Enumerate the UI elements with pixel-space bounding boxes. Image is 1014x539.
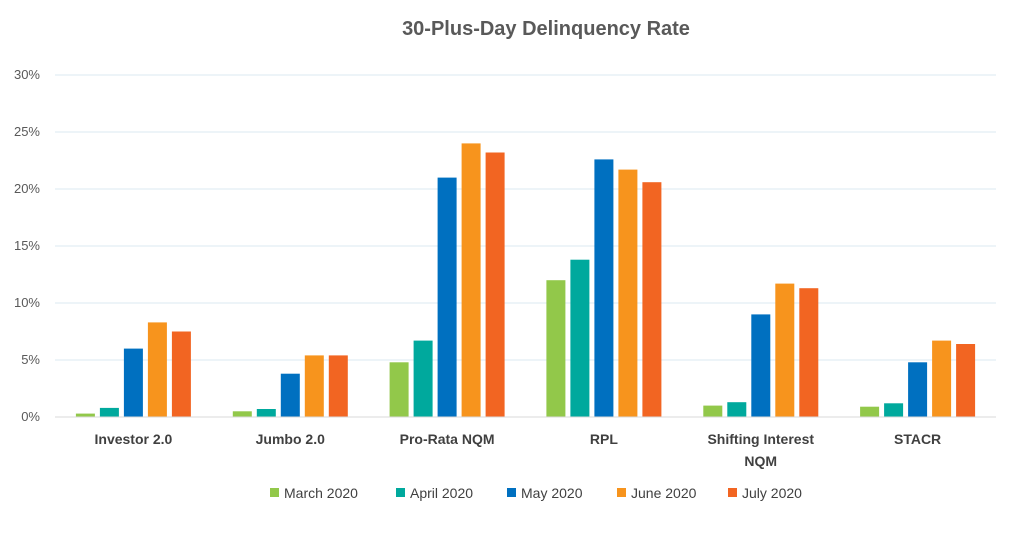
bar-may-2020 (908, 362, 928, 417)
legend-swatch (728, 488, 737, 497)
bar-july-2020 (956, 344, 976, 417)
bar-june-2020 (932, 340, 952, 417)
y-tick-label: 30% (14, 67, 40, 82)
x-category-label: Shifting Interest (707, 431, 814, 447)
legend-label: May 2020 (521, 485, 583, 501)
legend-item: April 2020 (396, 485, 473, 501)
grid-lines (55, 74, 996, 361)
legend-item: July 2020 (728, 485, 802, 501)
bar-march-2020 (860, 406, 880, 417)
legend: March 2020 April 2020 May 2020 June 2020 Jul… (270, 485, 802, 501)
y-tick-label: 0% (21, 409, 40, 424)
x-category-label: Investor 2.0 (95, 431, 173, 447)
bar-march-2020 (703, 405, 723, 417)
y-tick-label: 20% (14, 181, 40, 196)
bar-may-2020 (594, 159, 614, 417)
bar-june-2020 (461, 143, 481, 417)
legend-item: May 2020 (507, 485, 583, 501)
legend-swatch (507, 488, 516, 497)
bar-april-2020 (570, 259, 590, 417)
x-category-label: Pro-Rata NQM (400, 431, 495, 447)
y-tick-label: 25% (14, 124, 40, 139)
x-category-label: Jumbo 2.0 (256, 431, 325, 447)
legend-label: July 2020 (742, 485, 802, 501)
bar-may-2020 (437, 177, 457, 417)
legend-item: March 2020 (270, 485, 358, 501)
bar-july-2020 (171, 331, 191, 417)
bar-july-2020 (799, 288, 819, 417)
bar-july-2020 (485, 152, 505, 417)
bar-may-2020 (751, 314, 771, 417)
bar-april-2020 (884, 403, 904, 417)
y-tick-label: 15% (14, 238, 40, 253)
bar-april-2020 (256, 409, 276, 417)
legend-label: March 2020 (284, 485, 358, 501)
bar-april-2020 (413, 340, 433, 417)
bar-april-2020 (727, 402, 747, 417)
bar-june-2020 (304, 355, 324, 417)
bar-march-2020 (75, 413, 95, 417)
bar-may-2020 (280, 373, 300, 417)
bar-may-2020 (123, 348, 143, 417)
legend-label: June 2020 (631, 485, 697, 501)
bar-june-2020 (775, 283, 795, 417)
bar-april-2020 (99, 407, 119, 417)
legend-swatch (396, 488, 405, 497)
y-tick-label: 10% (14, 295, 40, 310)
y-tick-label: 5% (21, 352, 40, 367)
bars (75, 143, 976, 417)
legend-swatch (270, 488, 279, 497)
bar-march-2020 (389, 362, 409, 417)
bar-june-2020 (618, 169, 638, 417)
x-category-label: NQM (744, 453, 777, 469)
bar-july-2020 (642, 182, 662, 417)
bar-july-2020 (328, 355, 348, 417)
legend-item: June 2020 (617, 485, 697, 501)
x-category-label: RPL (590, 431, 618, 447)
bar-march-2020 (546, 280, 566, 417)
legend-swatch (617, 488, 626, 497)
x-category-label: STACR (894, 431, 941, 447)
y-axis-tick-labels: 0% 5% 10% 15% 20% 25% 30% (14, 67, 40, 424)
bar-march-2020 (232, 411, 252, 417)
chart-title: 30-Plus-Day Delinquency Rate (402, 18, 690, 40)
legend-label: April 2020 (410, 485, 473, 501)
bar-june-2020 (147, 322, 167, 417)
x-axis-category-labels: Investor 2.0 Jumbo 2.0 Pro-Rata NQM RPL Shif… (95, 431, 942, 469)
